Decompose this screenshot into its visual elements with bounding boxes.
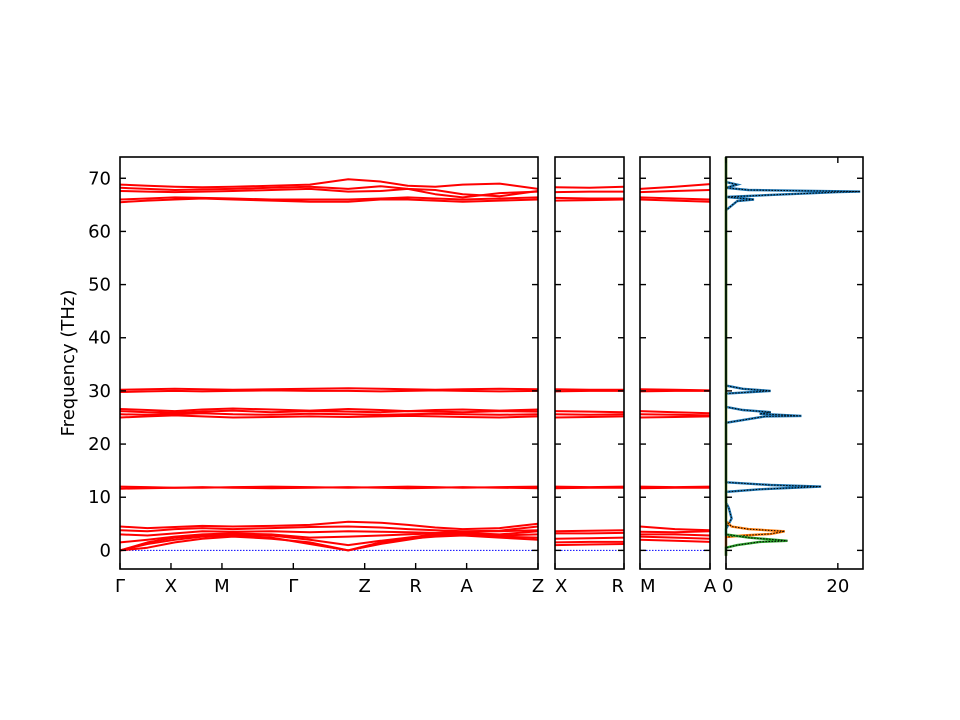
x-tick-label: A [460,576,473,597]
dos-curve [724,157,788,556]
band-line [554,190,624,194]
band-line [554,198,625,202]
band-line [119,387,539,391]
p3-frame [639,156,711,570]
y-tick-label: 10 [88,487,111,508]
band-line [639,538,711,543]
band-line [639,198,711,203]
band-line [119,187,539,199]
plot-data-layer [119,157,861,556]
band-line [639,413,711,417]
dos-x-tick-label: 20 [826,576,849,597]
band-line [639,410,711,415]
band-line [554,410,625,414]
band-line [554,185,625,189]
band-line [119,412,539,416]
band-line [119,520,539,531]
band-line [119,409,539,414]
band-line [119,196,539,201]
x-tick-label: X [555,576,567,597]
band-line [554,415,625,419]
band-line [555,531,625,535]
y-tick-label: 50 [88,275,111,296]
band-line [640,533,711,537]
band-line [639,388,711,392]
band-line [554,485,625,489]
x-tick-label: Z [532,576,544,597]
x-tick-label: X [165,576,177,597]
band-line [554,388,624,391]
y-tick-label: 30 [88,381,111,402]
p2-frame [554,156,625,570]
dos-frame [725,156,864,570]
y-tick-label: 70 [88,168,111,189]
band-line [119,533,539,552]
band-line [119,414,539,419]
band-line [119,525,539,533]
band-line [554,536,625,540]
y-tick-label: 40 [88,328,111,349]
band-line [554,196,624,200]
band-line [554,540,624,544]
band-line [554,389,624,393]
band-line [119,389,539,393]
dos-curve-dotted [725,157,785,556]
x-tick-label: A [704,576,717,597]
y-tick-label: 20 [88,434,111,455]
band-line [639,485,711,489]
band-line [639,183,711,190]
band-line [639,196,711,201]
band-line [119,407,539,413]
y-axis-title: Frequency (THz) [58,290,79,437]
y-tick-label: 0 [100,540,111,561]
band-line [639,525,711,532]
x-tick-label: Z [359,576,371,597]
band-line [119,178,539,190]
band-line [119,485,539,489]
dos-curve [724,157,861,556]
x-tick-label: Γ [115,576,125,597]
dos-curve-dotted [725,157,861,556]
band-line [554,529,625,533]
band-line [119,185,539,198]
x-tick-label: M [214,576,230,597]
y-tick-label: 60 [88,221,111,242]
x-tick-label: M [640,576,656,597]
dos-curve-dotted [725,157,788,556]
band-line [639,530,711,534]
p1-frame [119,156,539,570]
band-line [639,415,711,419]
x-tick-label: R [409,576,422,597]
x-tick-label: R [611,576,624,597]
band-line [554,543,625,547]
x-tick-label: Γ [288,576,298,597]
dos-curve [724,157,785,556]
band-line [119,197,539,204]
band-line [639,535,711,540]
band-line [554,413,625,416]
band-line [639,189,711,194]
dos-x-tick-label: 0 [722,576,733,597]
